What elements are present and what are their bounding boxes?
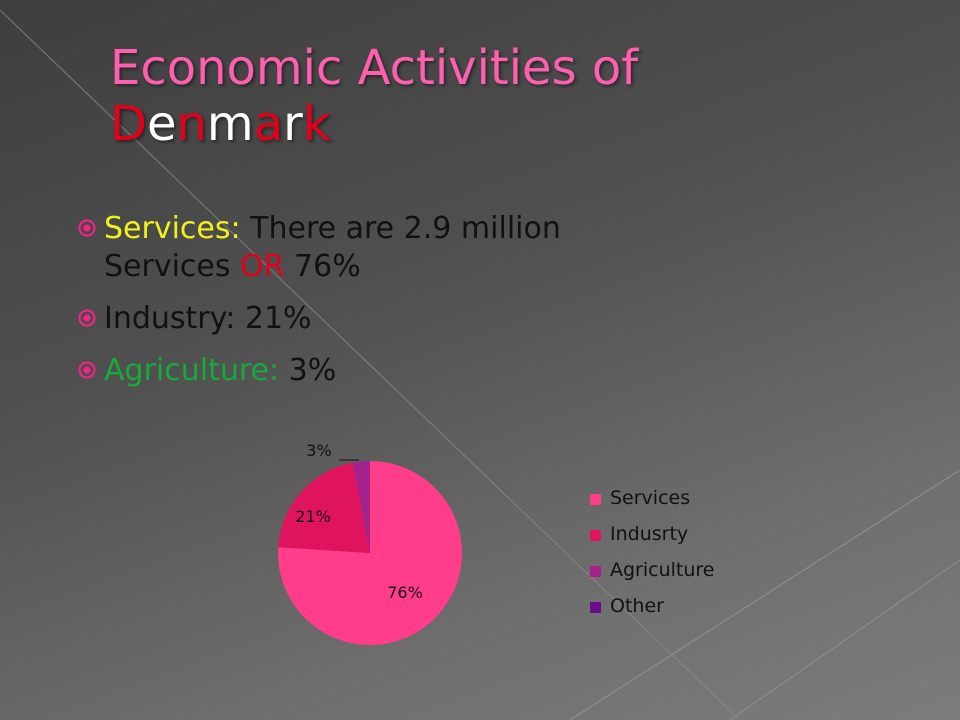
bullet-text-run: OR [240, 249, 285, 284]
circled-dot-icon [78, 219, 96, 237]
slide-title: Economic Activities of Denmark [110, 40, 810, 152]
legend-item: Other [590, 588, 715, 624]
title-letter: a [253, 96, 284, 152]
title-letter: n [176, 96, 207, 152]
data-label: 21% [295, 507, 331, 526]
legend-label: Agriculture [610, 559, 715, 581]
bullet-text-run: Agriculture: [104, 353, 280, 388]
bullet-text-run: Industry: [104, 301, 236, 336]
pie-chart: 76% 21% 3% [255, 430, 485, 660]
legend-swatch [590, 494, 601, 505]
title-letter: k [302, 96, 331, 152]
bullet-item: Services: There are 2.9 million Services… [78, 210, 598, 286]
data-label: 3% [306, 441, 331, 460]
legend-label: Other [610, 595, 664, 617]
bullet-item: Agriculture: 3% [78, 352, 598, 390]
legend-swatch [590, 602, 601, 613]
bullet-item: Industry: 21% [78, 300, 598, 338]
bullet-text-run: 21% [235, 301, 312, 336]
title-letter: r [283, 96, 303, 152]
circled-dot-icon [78, 309, 96, 327]
legend-swatch [590, 566, 601, 577]
legend-swatch [590, 530, 601, 541]
pie-chart-svg: 76% 21% 3% [278, 441, 462, 645]
legend-item: Agriculture [590, 552, 715, 588]
bullet-list: Services: There are 2.9 million Services… [78, 210, 598, 404]
title-line-1: Economic Activities of [110, 40, 639, 96]
bullet-text-run: 3% [279, 353, 337, 388]
circled-dot-icon [78, 361, 96, 379]
title-letter: e [146, 96, 177, 152]
legend-item: Indusrty [590, 516, 715, 552]
title-letter: m [206, 96, 254, 152]
data-label: 76% [387, 583, 423, 602]
bullet-text-run: There are 2.9 million Services [104, 211, 561, 284]
chart-legend: Services Indusrty Agriculture Other [590, 480, 715, 624]
title-line-2-country: Denmark [110, 96, 810, 152]
bullet-text-run: 76% [284, 249, 361, 284]
title-letter: D [110, 96, 147, 152]
bullet-text-run: Services: [104, 211, 241, 246]
pie-slice-indusrty [278, 462, 370, 553]
legend-label: Services [610, 487, 691, 509]
pie-slice-agriculture [352, 461, 370, 553]
legend-label: Indusrty [610, 523, 689, 545]
legend-item: Services [590, 480, 715, 516]
